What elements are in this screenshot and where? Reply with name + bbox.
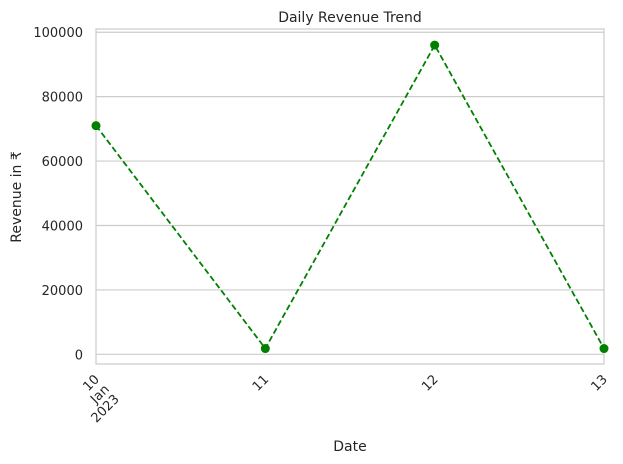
x-tick-label: 10Jan2023 bbox=[69, 372, 123, 426]
y-tick-label: 20000 bbox=[42, 284, 83, 299]
series-point bbox=[260, 344, 270, 354]
chart-title: Daily Revenue Trend bbox=[278, 10, 422, 26]
x-tick-labels: 10Jan2023 11 12 13 bbox=[69, 372, 611, 426]
x-tick-label-line: 13 bbox=[589, 372, 611, 394]
series-point bbox=[91, 121, 101, 131]
series-point bbox=[430, 40, 440, 50]
x-tick-label: 13 bbox=[589, 372, 611, 394]
x-tick-label-line: 12 bbox=[419, 372, 441, 394]
plot-area-frame bbox=[95, 28, 605, 365]
y-tick-label: 40000 bbox=[42, 219, 83, 234]
y-tick-labels: 0 20000 40000 60000 80000 100000 bbox=[33, 26, 83, 363]
x-tick-label-line: 11 bbox=[250, 372, 272, 394]
y-tick-label: 60000 bbox=[42, 155, 83, 170]
y-gridlines bbox=[96, 31, 604, 355]
x-tick-label: 12 bbox=[419, 372, 441, 394]
y-axis-label: Revenue in ₹ bbox=[9, 151, 25, 243]
y-tick-label: 80000 bbox=[42, 91, 83, 106]
x-tick-label: 11 bbox=[250, 372, 272, 394]
y-tick-label: 0 bbox=[75, 348, 83, 363]
series-line bbox=[95, 43, 605, 351]
x-axis-label: Date bbox=[333, 439, 366, 455]
y-tick-label: 100000 bbox=[33, 26, 83, 41]
series-point bbox=[599, 344, 609, 354]
series-points bbox=[91, 40, 609, 354]
